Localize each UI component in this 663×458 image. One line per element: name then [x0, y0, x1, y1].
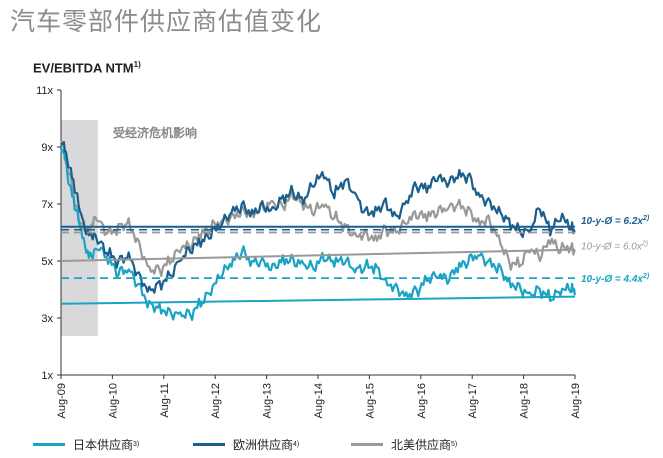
legend-note-europe: 4): [293, 441, 300, 448]
y-tick-label: 1x: [41, 370, 53, 382]
trend-line-japan: [60, 295, 576, 305]
x-tick-label: Aug-18: [519, 383, 531, 418]
y-tick-label: 11x: [36, 85, 53, 97]
series-line-japan: [59, 146, 576, 321]
series-line-europe: [60, 141, 576, 294]
y-tick-label: 5x: [41, 256, 53, 268]
legend-label-north-america: 北美供应商: [391, 438, 452, 452]
legend-label-europe: 欧洲供应商: [233, 438, 294, 452]
legend-swatch-north-america: [351, 443, 383, 446]
y-axis-title: EV/EBITDA NTM1): [33, 60, 141, 75]
x-tick-label: Aug-11: [159, 383, 171, 418]
x-tick-label: Aug-09: [56, 383, 68, 418]
trend-line-north-america: [60, 248, 576, 262]
x-tick-label: Aug-16: [416, 383, 428, 418]
legend-label-japan: 日本供应商: [73, 438, 134, 452]
legend-note-japan: 3): [133, 441, 140, 448]
avg-label-europe: 10-y-Ø = 6.2x2): [581, 215, 650, 227]
x-tick-label: Aug-19: [570, 383, 582, 418]
x-tick-label: Aug-12: [210, 383, 222, 418]
chart-canvas: 受经济危机影响 1x 3x 5x 7x 9x 11x Aug-09 Aug-10 Aug-11 Au…: [36, 85, 650, 418]
legend-swatch-europe: [193, 443, 225, 446]
x-tick-label: Aug-17: [467, 383, 479, 418]
x-tick-label: Aug-10: [107, 383, 119, 418]
avg-label-japan: 10-y-Ø = 4.4x2): [581, 273, 650, 285]
legend-item-japan: 日本供应商 3): [33, 436, 139, 453]
x-tick-label: Aug-13: [262, 383, 274, 418]
legend-note-north-america: 5): [451, 441, 458, 448]
y-tick-label: 7x: [41, 199, 53, 211]
legend-item-europe: 欧洲供应商 4): [193, 436, 299, 453]
y-axis-title-note: 1): [133, 60, 141, 69]
crisis-label: 受经济危机影响: [113, 125, 197, 140]
x-tick-label: Aug-14: [313, 383, 325, 418]
avg-label-north-america: 10-y-Ø = 6.0x2): [581, 241, 648, 253]
y-axis-title-text: EV/EBITDA NTM: [33, 60, 134, 76]
y-tick-label: 3x: [41, 313, 53, 325]
legend-swatch-japan: [33, 443, 65, 446]
x-tick-label: Aug-15: [364, 383, 376, 418]
y-tick-label: 9x: [41, 142, 53, 154]
chart-title: 汽车零部件供应商估值变化: [10, 7, 323, 36]
legend-item-north-america: 北美供应商 5): [351, 436, 457, 453]
